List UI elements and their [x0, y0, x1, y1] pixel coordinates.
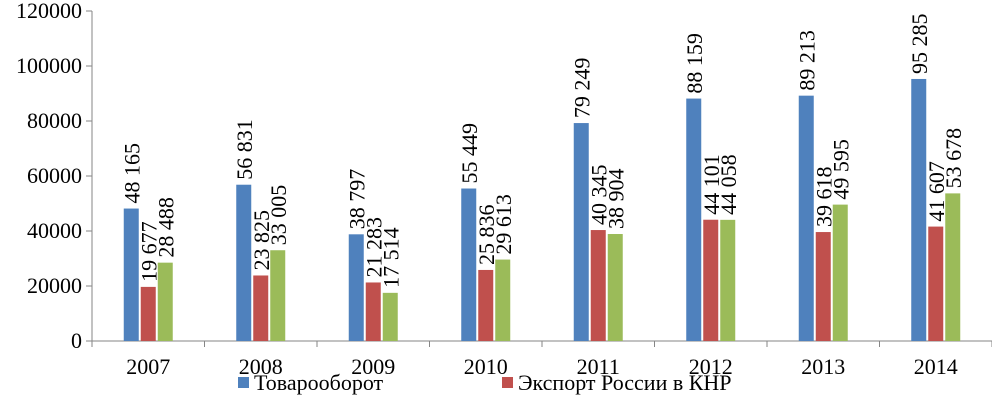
bar: [365, 282, 381, 341]
y-tick-label: 60000: [27, 163, 82, 188]
data-label: 55 449: [457, 123, 482, 184]
y-tick-label: 100000: [16, 53, 82, 78]
x-tick-label: 2007: [126, 354, 170, 379]
bar: [270, 250, 286, 341]
data-label: 17 514: [378, 227, 403, 288]
x-tick-label: 2008: [239, 354, 283, 379]
legend: Товарооборот Экспорт России в КНР: [238, 370, 732, 395]
data-label: 44 101: [699, 154, 724, 215]
legend-label: Экспорт России в КНР: [518, 370, 732, 395]
bar: [123, 208, 139, 341]
legend-swatch: [502, 377, 513, 388]
bar: [348, 234, 364, 341]
data-label: 25 836: [474, 204, 499, 265]
data-label: 49 595: [828, 139, 853, 200]
data-label: 23 825: [249, 210, 274, 271]
bar: [382, 292, 398, 341]
bar: [157, 262, 173, 341]
data-label: 53 678: [941, 128, 966, 189]
bar: [928, 226, 944, 341]
y-tick-label: 80000: [27, 108, 82, 133]
bar: [495, 259, 511, 341]
bars: [123, 78, 961, 342]
bar: [478, 269, 494, 341]
bar: [461, 188, 477, 341]
bar: [832, 204, 848, 341]
y-tick-label: 120000: [16, 0, 82, 23]
y-tick-label: 20000: [27, 273, 82, 298]
data-label: 40 345: [586, 165, 611, 226]
data-label: 79 249: [569, 58, 594, 119]
x-tick-label: 2009: [351, 354, 395, 379]
bar: [703, 219, 719, 341]
bar: [253, 275, 269, 341]
bar: [686, 98, 702, 342]
data-label: 19 677: [136, 221, 161, 282]
x-tick-label: 2013: [801, 354, 845, 379]
data-label: 89 213: [794, 30, 819, 91]
bar: [573, 123, 589, 341]
bar: [815, 232, 831, 341]
data-label: 95 285: [907, 13, 932, 74]
bar: [140, 286, 156, 341]
bar: [607, 234, 623, 341]
x-tick-label: 2014: [914, 354, 958, 379]
data-label: 39 618: [811, 167, 836, 228]
y-tick-label: 0: [71, 328, 82, 353]
axes: 0 20000 40000 60000 80000 100000 120000 2007 200…: [16, 0, 992, 379]
data-label: 44 058: [716, 154, 741, 215]
legend-swatch: [238, 377, 249, 388]
bar: [590, 230, 606, 341]
data-label: 29 613: [491, 194, 516, 255]
data-label: 88 159: [682, 33, 707, 94]
bar: [945, 193, 961, 341]
bar: [798, 95, 814, 342]
data-label: 48 165: [119, 143, 144, 204]
data-label: 38 904: [603, 169, 628, 230]
data-label: 56 831: [232, 119, 257, 180]
legend-label: Товарооборот: [254, 370, 384, 395]
data-label: 21 283: [361, 217, 386, 278]
bar: [911, 78, 927, 341]
x-tick-label: 2010: [464, 354, 508, 379]
data-label: 28 488: [153, 197, 178, 258]
data-label: 41 607: [924, 161, 949, 222]
data-label: 33 005: [266, 185, 291, 246]
x-tick-label: 2012: [689, 354, 733, 379]
bar: [236, 184, 252, 341]
x-tick-label: 2011: [577, 354, 620, 379]
data-label: 38 797: [344, 169, 369, 230]
y-tick-label: 40000: [27, 218, 82, 243]
bar: [720, 219, 736, 341]
